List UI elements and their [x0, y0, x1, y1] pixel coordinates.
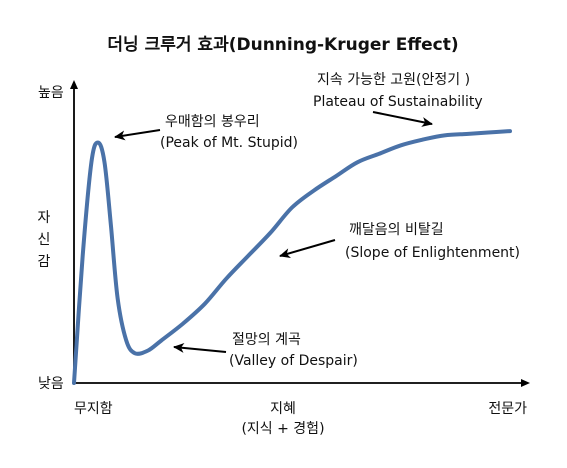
x-axis-sublabel: (지식 + 경험): [241, 421, 324, 437]
y-label-char-2: 신: [38, 232, 51, 248]
x-tick-end: 전문가: [488, 401, 527, 417]
peak-label-en: (Peak of Mt. Stupid): [160, 135, 298, 151]
plateau-arrow: [372, 111, 433, 127]
plateau-label-en: Plateau of Sustainability: [313, 94, 483, 110]
chart-title: 더닝 크루거 효과(Dunning-Kruger Effect): [107, 35, 458, 55]
plateau-label-ko: 지속 가능한 고원(안정기 ): [317, 72, 470, 88]
peak-label-ko: 우매함의 봉우리: [165, 114, 260, 130]
y-label-char-3: 감: [38, 254, 51, 270]
slope-arrow: [279, 239, 336, 259]
peak-arrow: [114, 129, 161, 141]
confidence-curve: [72, 129, 512, 385]
y-tick-high: 높음: [38, 85, 64, 101]
y-label-char-1: 자: [38, 210, 51, 226]
x-tick-start: 무지함: [74, 401, 113, 417]
slope-label-ko: 깨달음의 비탈길: [349, 222, 444, 238]
slope-label-en: (Slope of Enlightenment): [345, 245, 520, 261]
valley-arrow: [173, 342, 227, 353]
y-tick-low: 낮음: [38, 376, 64, 392]
valley-label-en: (Valley of Despair): [229, 353, 358, 369]
x-axis-label: 지혜: [270, 401, 296, 417]
valley-label-ko: 절망의 계곡: [232, 332, 301, 348]
